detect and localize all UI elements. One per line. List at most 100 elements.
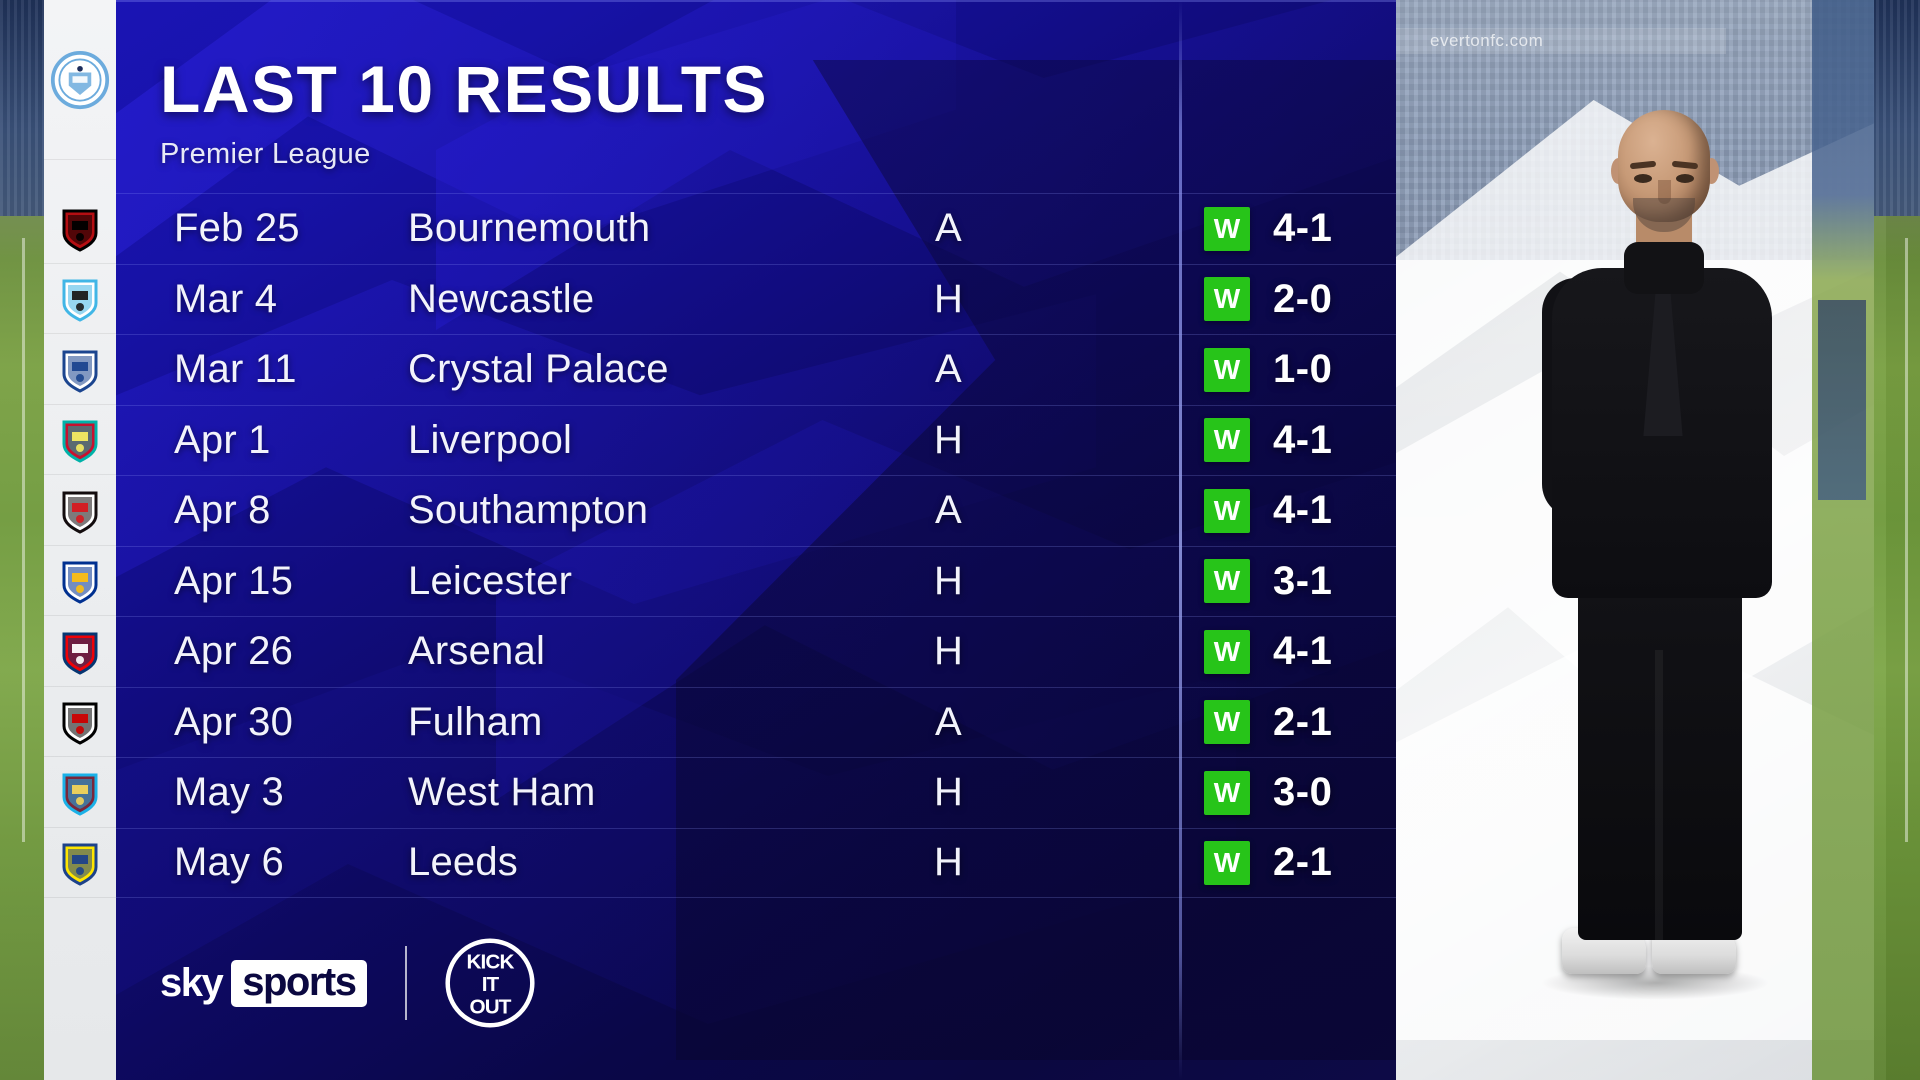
table-row[interactable]: Apr 30FulhamAW2-1 [116,687,1396,758]
sky-sports-logo: sky sports [160,960,367,1007]
sky-wordmark: sky [160,963,222,1003]
sidebar-item-team-crest[interactable] [44,0,116,160]
status-badge: W [1204,489,1250,533]
kick-it-out-logo-icon: KICK IT OUT [445,938,535,1028]
sidebar-item-opponent-crest[interactable] [44,193,116,264]
bournemouth-crest-icon [56,204,104,252]
newcastle-crest-icon [56,274,104,322]
sidebar-item-opponent-crest[interactable] [44,546,116,617]
status-badge: W [1204,418,1250,462]
status-badge: W [1204,348,1250,392]
result-badge-cell: W [1181,841,1273,885]
result-opponent: West Ham [408,770,826,815]
result-score-cell: 3-0 [1273,770,1396,815]
crystal-palace-crest-icon [56,345,104,393]
footer-logos: sky sports KICK IT OUT Kick It Out [160,938,535,1028]
result-date: Mar 11 [116,347,408,392]
panel-top-rule [116,0,1396,2]
result-venue: H [826,277,1071,322]
result-score-cell: 3-1 [1273,559,1396,604]
result-score: 4-1 [1273,488,1332,532]
result-venue: A [826,206,1071,251]
turtleneck-collar [1624,242,1704,294]
table-row[interactable]: Feb 25BournemouthAW4-1 [116,193,1396,264]
table-row[interactable]: May 3West HamH W3-0 [116,757,1396,828]
background-right-strip [1812,0,1874,1080]
result-date: May 6 [116,840,408,885]
results-panel: LAST 10 RESULTS Premier League Feb 25Bou… [116,0,1396,1080]
status-badge: W [1204,207,1250,251]
result-date: May 3 [116,770,408,815]
result-score: 4-1 [1273,629,1332,673]
results-table: Feb 25BournemouthAW4-1Mar 4NewcastleHW2-… [116,193,1396,898]
result-date: Apr 26 [116,629,408,674]
result-badge-cell: W [1181,418,1273,462]
table-row[interactable]: May 6LeedsH W2-1 [116,828,1396,899]
sidebar-item-opponent-crest[interactable] [44,616,116,687]
result-date: Apr 15 [116,559,408,604]
sidebar-item-opponent-crest[interactable] [44,687,116,758]
result-venue: H [826,629,1071,674]
sidebar-item-opponent-crest[interactable] [44,334,116,405]
result-score-cell: 2-1 [1273,840,1396,885]
result-opponent: Leicester [408,559,826,604]
result-date: Apr 30 [116,700,408,745]
result-score-cell: 4-1 [1273,418,1396,463]
sidebar-item-opponent-crest[interactable] [44,264,116,335]
leeds-crest-icon [56,838,104,886]
result-opponent: Newcastle [408,277,826,322]
result-date: Mar 4 [116,277,408,322]
arsenal-crest-icon [56,627,104,675]
result-opponent: Southampton [408,488,826,533]
table-row[interactable]: Apr 15LeicesterHW3-1 [116,546,1396,617]
result-opponent: Crystal Palace [408,347,826,392]
manchester-city-crest-icon [50,50,110,110]
result-badge-cell: W [1181,277,1273,321]
result-badge-cell: W [1181,489,1273,533]
manager-photo-pane: evertonfc.com Pep Guardiola [1396,0,1874,1080]
result-venue: A [826,700,1071,745]
right-eye [1676,174,1694,183]
result-score: 3-1 [1273,559,1332,603]
result-badge-cell: W [1181,348,1273,392]
sidebar-item-opponent-crest[interactable] [44,757,116,828]
table-row[interactable]: Mar 4NewcastleH W 2-0 [116,264,1396,335]
result-venue: A [826,347,1071,392]
leicester-crest-icon [56,556,104,604]
status-badge: W [1204,700,1250,744]
scoreboard [1818,300,1866,500]
result-badge-cell: W [1181,207,1273,251]
result-opponent: Fulham [408,700,826,745]
result-badge-cell: W [1181,700,1273,744]
west-ham-crest-icon [56,768,104,816]
table-row[interactable]: Apr 8SouthamptonAW4-1 [116,475,1396,546]
sidebar-item-opponent-crest[interactable] [44,475,116,546]
table-row[interactable]: Mar 11Crystal PalaceAW1-0 [116,334,1396,405]
svg-text:KICK: KICK [466,951,514,974]
svg-text:IT: IT [481,973,499,996]
sports-wordmark: sports [231,960,366,1007]
result-badge-cell: W [1181,771,1273,815]
panel-header: LAST 10 RESULTS Premier League [160,56,768,171]
table-row[interactable]: Apr 1LiverpoolHW4-1 [116,405,1396,476]
status-badge: W [1204,277,1250,321]
pitch-line [1905,238,1908,843]
result-opponent: Leeds [408,840,826,885]
sidebar-item-opponent-crest[interactable] [44,405,116,476]
liverpool-crest-icon [56,415,104,463]
result-score-cell: 4-1 [1273,488,1396,533]
table-row[interactable]: Apr 26ArsenalHW4-1 [116,616,1396,687]
result-score: 2-0 [1273,277,1332,321]
sidebar-item-opponent-crest[interactable] [44,828,116,899]
result-opponent: Arsenal [408,629,826,674]
result-score: 3-0 [1273,770,1332,814]
sidebar-spacer [44,160,116,193]
result-venue: H [826,770,1071,815]
result-score: 2-1 [1273,840,1332,884]
result-date: Apr 8 [116,488,408,533]
result-venue: H [826,840,1071,885]
team-crest-sidebar [44,0,116,1080]
manager-portrait: Pep Guardiola [1500,110,1800,1040]
svg-text:OUT: OUT [469,996,511,1019]
fulham-crest-icon [56,697,104,745]
